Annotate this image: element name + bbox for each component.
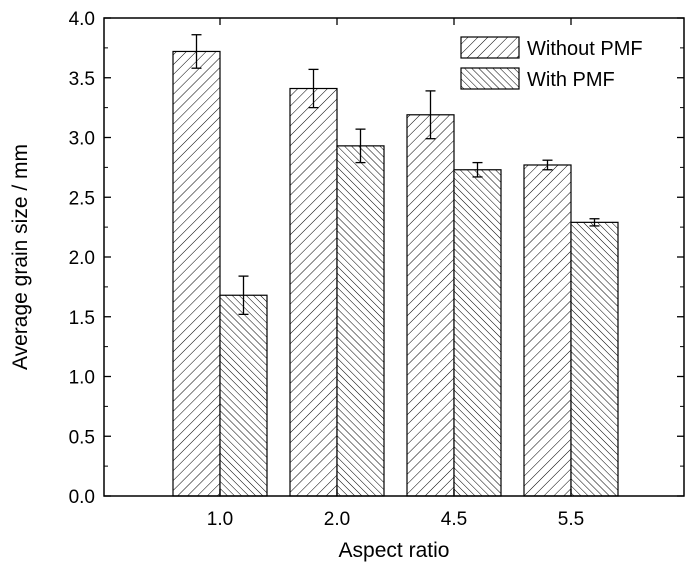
legend: Without PMF With PMF [460,36,643,91]
bar-with-pmf [219,294,268,497]
legend-swatch-without-pmf [460,36,520,59]
error-bar [191,34,202,69]
legend-label-without-pmf: Without PMF [527,38,643,60]
x-tick-label: 2.0 [324,509,350,530]
y-tick-label: 2.5 [69,188,95,209]
bar-without-pmf [523,164,572,497]
y-tick-label: 1.5 [69,308,95,329]
error-bar [472,161,483,178]
axis-ticks: 0.0 0.5 1.0 1.5 2.0 2.5 3.0 3.5 4.0 1.0 2.0 4.5 5.5 [69,9,684,530]
legend-label-with-pmf: With PMF [527,69,615,91]
y-axis-title: Average grain size / mm [9,144,32,370]
error-bar [238,275,249,316]
legend-swatch-with-pmf [460,67,520,90]
bar-with-pmf [453,169,502,497]
error-bar [425,90,436,140]
bar-without-pmf [406,114,455,497]
y-tick-label: 0.5 [69,427,95,448]
error-bar [308,68,319,109]
y-tick-label: 4.0 [69,9,95,30]
error-bar [355,128,366,164]
error-bar [589,218,600,227]
x-tick-label: 4.5 [441,509,467,530]
bars [172,34,619,497]
y-tick-label: 2.0 [69,248,95,269]
y-tick-label: 3.5 [69,69,95,90]
y-tick-label: 0.0 [69,487,95,508]
bar-with-pmf [336,145,385,497]
error-bar [542,159,553,171]
bar-without-pmf [289,87,338,497]
bar-with-pmf [570,221,619,497]
bar-without-pmf [172,50,221,497]
y-tick-label: 3.0 [69,129,95,150]
x-tick-label: 5.5 [558,509,584,530]
plot-frame [103,17,685,497]
x-tick-label: 1.0 [207,509,233,530]
y-tick-label: 1.0 [69,368,95,389]
x-axis-title: Aspect ratio [339,539,450,562]
